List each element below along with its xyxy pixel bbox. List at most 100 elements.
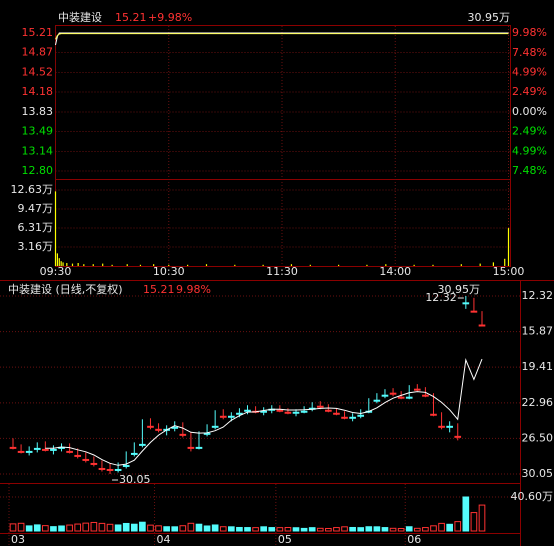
y-tick-label: 15.87 <box>522 325 554 338</box>
candle-body <box>106 468 114 471</box>
volume-bar <box>130 523 138 532</box>
candle-body <box>478 324 486 327</box>
volume-bar <box>195 523 203 532</box>
x-tick-label: 15:00 <box>493 265 525 278</box>
candle-body <box>300 410 308 413</box>
candle-body <box>244 409 251 412</box>
y-tick-label: 22.96 <box>522 396 554 409</box>
candle-body <box>349 416 356 419</box>
volume-bar <box>446 523 453 532</box>
volume-bar <box>187 522 195 532</box>
high-annotation: 30.05 <box>119 473 151 486</box>
volume-bar <box>74 523 82 532</box>
candle-body <box>276 409 284 412</box>
x-tick-label: 04 <box>157 533 171 546</box>
x-tick-label: 03 <box>11 533 25 546</box>
y-tick-label: 13.83 <box>22 105 54 118</box>
candle-body <box>292 411 300 414</box>
change: 9.98% <box>176 283 211 296</box>
volume-bar <box>284 526 292 532</box>
stock-title: 中装建设 (日线,不复权) <box>8 282 123 296</box>
volume-bar <box>462 496 470 532</box>
y-tick-label: 14.18 <box>22 85 54 98</box>
y2-tick-label: 7.48% <box>512 46 547 59</box>
candle-body <box>260 410 268 413</box>
candle-body <box>462 302 470 305</box>
volume-bar <box>365 526 373 532</box>
y-tick-label: 26.50 <box>522 431 554 444</box>
y2-tick-label: 4.99% <box>512 65 547 78</box>
candle-body <box>122 464 130 467</box>
price-line <box>55 33 509 40</box>
candle-body <box>187 446 195 449</box>
volume-bar <box>325 527 332 532</box>
candle-body <box>9 446 17 449</box>
candle-body <box>470 310 478 313</box>
volume-bar <box>171 526 179 532</box>
volume-bar <box>276 527 284 532</box>
candle-body <box>147 425 154 428</box>
volume-bar <box>454 521 462 532</box>
candle-body <box>219 415 227 418</box>
candle-body <box>316 405 324 408</box>
volume-bar <box>260 526 268 532</box>
stock-name: 中装建设 <box>58 10 102 24</box>
candle-body <box>66 450 73 453</box>
volume-bar <box>179 525 187 532</box>
candle-body <box>98 467 106 470</box>
candle-body <box>17 450 25 453</box>
volume-bar <box>203 525 211 532</box>
volume-bar <box>90 521 98 532</box>
candle-body <box>90 462 98 465</box>
y-tick-label: 14.87 <box>22 45 54 58</box>
volume-bar <box>268 527 276 532</box>
volume-bar <box>236 526 243 532</box>
volume-bar <box>413 527 421 532</box>
volume-total: 30.95万 <box>438 283 481 296</box>
volume-bar <box>349 526 356 532</box>
volume-tick-label: 40.60万 <box>511 490 554 503</box>
x-tick-label: 10:30 <box>153 265 185 278</box>
volume-tick-label: 6.31万 <box>18 221 54 234</box>
y-tick-label: 30.05 <box>522 467 554 480</box>
y-tick-label: 13.14 <box>22 145 54 158</box>
candle-body <box>381 394 389 397</box>
candle-body <box>195 446 203 449</box>
candle-body <box>397 396 405 399</box>
candle-body <box>114 468 122 471</box>
candle-body <box>284 411 292 414</box>
y2-tick-label: 4.99% <box>512 144 547 157</box>
candle-body <box>33 447 41 450</box>
candle-body <box>130 452 138 455</box>
volume-bar <box>341 526 348 532</box>
candle-body <box>42 448 49 451</box>
price: 15.21 <box>143 283 175 296</box>
candle-body <box>25 450 33 453</box>
x-tick-label: 05 <box>278 533 292 546</box>
volume-bar <box>219 526 227 532</box>
volume-tick-label: 3.16万 <box>18 240 54 253</box>
volume-bar <box>227 526 235 532</box>
y-tick-label: 12.80 <box>22 164 54 177</box>
volume-bar <box>300 527 308 532</box>
volume-bar <box>58 525 65 532</box>
candle-body <box>50 448 57 451</box>
volume-bar <box>397 527 405 532</box>
volume-tick-label: 9.47万 <box>18 202 54 215</box>
candle-body <box>171 426 179 429</box>
volume-bar <box>163 526 170 532</box>
volume-bar <box>155 525 162 532</box>
y-tick-label: 19.41 <box>522 360 554 373</box>
intraday-frame <box>55 25 511 267</box>
candle-body <box>405 396 413 399</box>
volume-bar <box>33 524 41 532</box>
y2-tick-label: 7.48% <box>512 164 547 177</box>
volume-bar <box>9 523 17 532</box>
volume-bar <box>82 522 90 532</box>
volume-bar <box>389 527 397 532</box>
candle-body <box>430 413 437 416</box>
candle-body <box>227 415 235 418</box>
volume-bar <box>114 524 122 532</box>
volume-bar <box>333 527 340 532</box>
